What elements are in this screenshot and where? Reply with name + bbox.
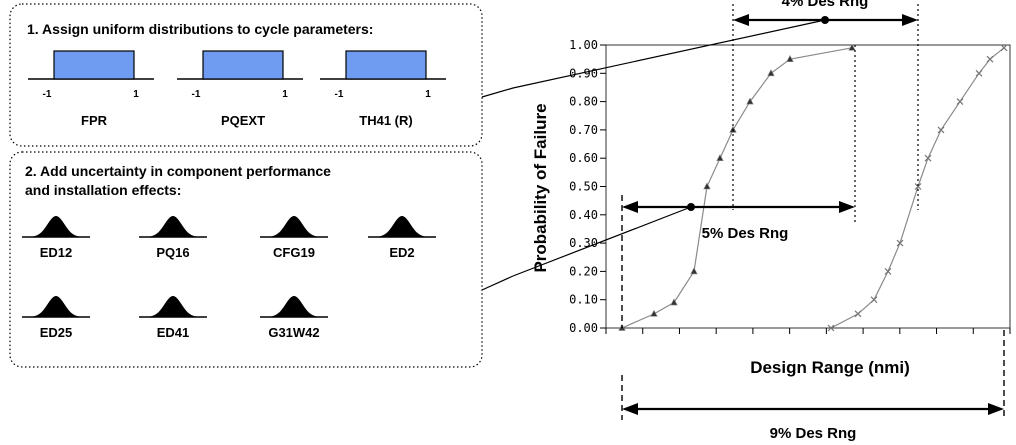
gaussian-pdf <box>264 216 324 237</box>
gaussian-pdf <box>264 296 324 317</box>
uniform-distribution-1: -1 1 PQEXT <box>177 50 303 128</box>
gaussian-pdf <box>372 216 432 237</box>
probability-chart: 0.00 0.10 0.20 0.30 0.40 0.50 0.60 0.70 0.80 0.90… <box>512 0 1011 442</box>
y-tick-label: 0.70 <box>569 123 598 137</box>
y-tick-label: 0.80 <box>569 95 598 109</box>
component-label: ED41 <box>157 325 190 340</box>
y-axis-title: Probability of Failure <box>531 103 550 272</box>
range-min-label: -1 <box>43 89 52 100</box>
plot-area <box>605 44 1011 329</box>
y-tick-label: 0.10 <box>569 293 598 307</box>
series-1-point <box>937 126 945 134</box>
component-label: ED2 <box>389 245 414 260</box>
series-0-point <box>746 97 754 105</box>
y-tick-label: 0.50 <box>569 180 598 194</box>
gaussian-distribution-4: ED25 <box>22 296 90 340</box>
y-tick-label: 0.40 <box>569 208 598 222</box>
component-label: ED12 <box>40 245 73 260</box>
series-1-point <box>1000 44 1008 52</box>
gaussian-distribution-1: PQ16 <box>139 216 207 260</box>
gaussian-pdf <box>26 216 86 237</box>
series-0-point <box>650 309 658 317</box>
series-1-point <box>956 98 964 106</box>
gaussian-distribution-2: CFG19 <box>260 216 328 260</box>
uniform-panel-title: 1. Assign uniform distributions to cycle… <box>27 21 373 37</box>
series-0-point <box>703 182 711 190</box>
series-1-point <box>854 310 862 318</box>
gaussian-pdf <box>143 296 203 317</box>
range-min-label: -1 <box>192 89 201 100</box>
component-label: CFG19 <box>273 245 315 260</box>
component-label: PQ16 <box>156 245 189 260</box>
series-1-point <box>896 239 904 247</box>
uncertainty-panel-title-line2: and installation effects: <box>25 182 181 198</box>
parameter-label: PQEXT <box>221 113 265 128</box>
range-min-label: -1 <box>335 89 344 100</box>
gaussian-distribution-6: G31W42 <box>260 296 328 340</box>
uniform-pdf-block <box>53 50 135 80</box>
series-1-point <box>827 324 835 332</box>
series-0-point <box>690 267 698 275</box>
series-0-point <box>767 69 775 77</box>
series-1-point <box>924 154 932 162</box>
y-tick-label: 0.60 <box>569 151 598 165</box>
parameter-label: FPR <box>81 113 108 128</box>
series-0-point <box>848 43 856 51</box>
series-1-point <box>884 267 892 275</box>
parameter-label: TH41 (R) <box>359 113 412 128</box>
4pct-label: 4% Des Rng <box>782 0 869 10</box>
connector-line-box2 <box>481 275 514 291</box>
series-0-point <box>716 154 724 161</box>
gaussian-distribution-5: ED41 <box>139 296 207 340</box>
series-1-point <box>975 69 983 77</box>
series-1-point <box>914 183 922 190</box>
range-max-label: 1 <box>425 89 431 100</box>
gaussian-distribution-3: ED2 <box>368 216 436 260</box>
5pct-label: 5% Des Rng <box>702 225 789 242</box>
series-0-point <box>786 55 794 62</box>
series-0-line <box>621 47 853 329</box>
gaussian-pdf <box>143 216 203 237</box>
connector-line-box1 <box>481 87 514 98</box>
uniform-pdf-block <box>202 50 284 80</box>
range-max-label: 1 <box>282 89 288 100</box>
uncertainty-panel-title-line1: 2. Add uncertainty in component performa… <box>25 163 331 179</box>
series-0-point <box>670 298 678 306</box>
uncertainty-panel <box>9 151 483 368</box>
uniform-distributions-panel <box>9 3 483 147</box>
4pct-pointer-line <box>512 19 826 89</box>
series-1-point <box>986 55 994 63</box>
y-tick-label: 0.00 <box>569 321 598 335</box>
series-1-point <box>870 296 878 304</box>
uniform-distribution-0: -1 1 FPR <box>28 50 154 128</box>
5pct-pointer-line <box>512 206 692 277</box>
x-axis-title: Design Range (nmi) <box>750 358 910 377</box>
gaussian-distribution-0: ED12 <box>22 216 90 260</box>
gaussian-pdf <box>26 296 86 317</box>
y-tick-label: 1.00 <box>569 38 598 52</box>
5pct-range-arrow <box>622 201 855 213</box>
y-tick-label: 0.90 <box>569 66 598 80</box>
9pct-range-arrow <box>622 403 1004 415</box>
y-tick-label: 0.20 <box>569 264 598 278</box>
9pct-label: 9% Des Rng <box>770 425 857 442</box>
uniform-pdf-block <box>345 50 427 80</box>
component-label: ED25 <box>40 325 73 340</box>
component-label: G31W42 <box>268 325 319 340</box>
y-tick-label: 0.30 <box>569 236 598 250</box>
uniform-distribution-2: -1 1 TH41 (R) <box>320 50 446 128</box>
range-max-label: 1 <box>133 89 139 100</box>
